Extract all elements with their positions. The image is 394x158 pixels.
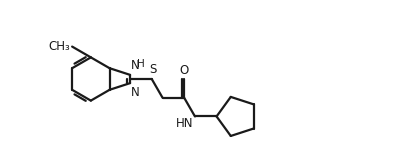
Text: S: S [149,63,156,76]
Text: H: H [137,59,145,69]
Text: N: N [131,86,140,99]
Text: HN: HN [175,117,193,130]
Text: O: O [180,64,189,77]
Text: N: N [131,59,140,72]
Text: CH₃: CH₃ [48,40,70,53]
